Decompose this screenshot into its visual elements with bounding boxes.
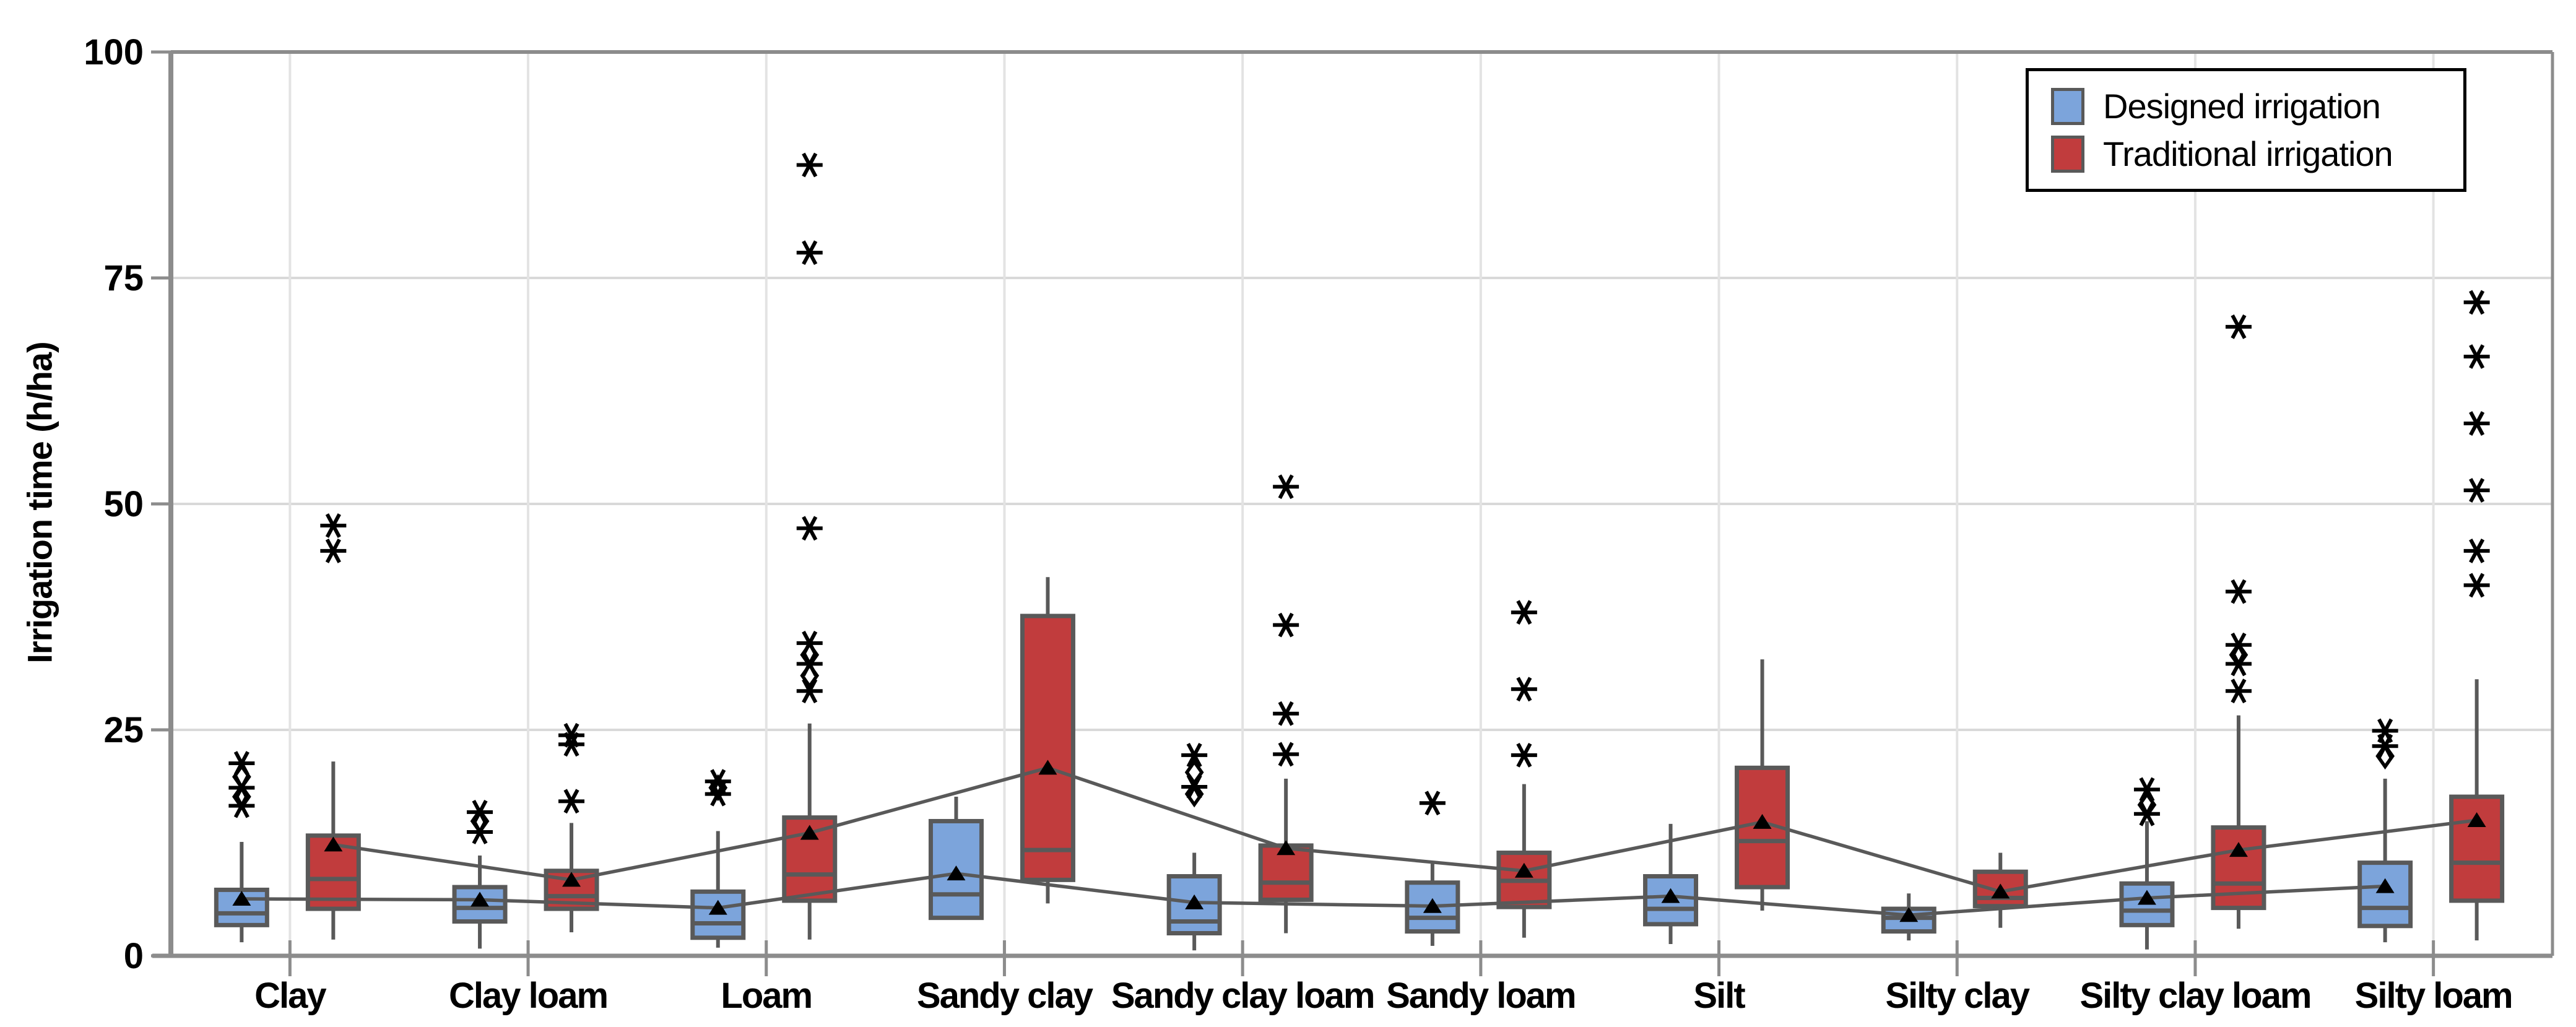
outlier-star-icon: [1511, 742, 1537, 768]
outlier-star-icon: [1273, 701, 1299, 726]
mean-marker-icon: [1277, 840, 1296, 856]
outlier-star-icon: [796, 516, 823, 541]
outlier-star-icon: [2225, 678, 2252, 704]
outlier-diamond-icon: [1184, 758, 1204, 786]
outlier-star-icon: [1511, 677, 1537, 702]
outlier-star-icon: [1273, 612, 1299, 638]
x-tick-label-silty-loam: Silty loam: [2355, 976, 2512, 1016]
y-tick-label-0: 0: [124, 936, 144, 976]
x-tick-label-sandy-clay-loam: Sandy clay loam: [1111, 976, 1374, 1016]
outlier-star-icon: [796, 630, 823, 656]
legend-item-traditional: Traditional irrigation: [2051, 134, 2463, 174]
x-tick-label-clay-loam: Clay loam: [449, 976, 607, 1016]
y-tick-label-50: 50: [103, 484, 144, 524]
outlier-star-icon: [2225, 632, 2252, 657]
x-tick-label-sandy-clay: Sandy clay: [917, 976, 1093, 1016]
mean-marker-icon: [2229, 842, 2248, 857]
outlier-star-icon: [2463, 573, 2490, 598]
outlier-star-icon: [320, 539, 347, 563]
mean-marker-icon: [1661, 888, 1680, 903]
outlier-star-icon: [558, 722, 585, 748]
outlier-star-icon: [2463, 478, 2490, 503]
outlier-star-icon: [2463, 411, 2490, 436]
outlier-star-icon: [2463, 290, 2490, 315]
x-tick-label-clay: Clay: [254, 976, 326, 1016]
outlier-star-icon: [796, 152, 823, 178]
mean-marker-icon: [232, 891, 251, 906]
outlier-star-icon: [1419, 791, 1446, 816]
box-designed-silty-loam: [2357, 860, 2413, 929]
box-traditional-sandy-clay: [1020, 613, 1075, 882]
y-axis-title: Irrigation time (h/ha): [20, 342, 59, 664]
mean-marker-icon: [1899, 907, 1919, 922]
mean-marker-icon: [1514, 862, 1533, 878]
outlier-star-icon: [558, 789, 585, 814]
y-tick-label-25: 25: [103, 710, 144, 750]
outlier-star-icon: [705, 769, 731, 794]
mean-marker-icon: [562, 872, 581, 887]
outlier-star-icon: [2225, 579, 2252, 604]
outlier-diamond-icon: [708, 774, 728, 802]
outlier-star-icon: [2372, 718, 2398, 743]
mean-marker-icon: [1753, 813, 1772, 829]
mean-marker-icon: [947, 865, 966, 881]
y-tick-label-100: 100: [84, 32, 144, 72]
legend-swatch-designed-icon: [2051, 87, 2084, 125]
mean-marker-icon: [2137, 890, 2156, 905]
mean-marker-icon: [2467, 812, 2486, 827]
mean-marker-icon: [800, 825, 819, 840]
outlier-star-icon: [1273, 474, 1299, 500]
legend-label-traditional: Traditional irrigation: [2103, 134, 2393, 173]
mean-marker-icon: [471, 891, 490, 907]
x-tick-label-silt: Silt: [1693, 976, 1745, 1016]
outlier-diamond-icon: [1184, 780, 1204, 808]
mean-line-designed: [241, 872, 2385, 917]
mean-marker-icon: [2375, 878, 2395, 893]
legend-label-designed: Designed irrigation: [2103, 87, 2381, 126]
legend: Designed irrigation Traditional irrigati…: [2026, 68, 2466, 192]
outlier-star-icon: [796, 678, 823, 704]
outlier-star-icon: [1273, 742, 1299, 767]
outlier-star-icon: [320, 513, 347, 538]
mean-marker-icon: [324, 836, 343, 852]
mean-marker-icon: [1038, 760, 1057, 775]
mean-line-traditional: [332, 766, 2477, 894]
mean-marker-icon: [1423, 898, 1442, 913]
x-tick-label-silty-clay-loam: Silty clay loam: [2079, 976, 2310, 1016]
outlier-star-icon: [2225, 314, 2252, 339]
mean-marker-icon: [1185, 894, 1204, 909]
legend-item-designed: Designed irrigation: [2051, 86, 2463, 126]
legend-swatch-traditional-icon: [2051, 135, 2084, 173]
outlier-star-icon: [2133, 777, 2160, 802]
outlier-star-icon: [1511, 600, 1537, 625]
x-tick-label-loam: Loam: [721, 976, 812, 1016]
outlier-star-icon: [2463, 344, 2490, 369]
mean-marker-icon: [708, 899, 727, 915]
outlier-star-icon: [228, 751, 255, 776]
x-tick-label-silty-clay: Silty clay: [1886, 976, 2030, 1016]
x-tick-label-sandy-loam: Sandy loam: [1386, 976, 1576, 1016]
y-tick-label-75: 75: [103, 258, 144, 298]
outlier-star-icon: [2463, 539, 2490, 563]
outlier-star-icon: [1181, 742, 1208, 768]
outlier-star-icon: [796, 240, 823, 266]
outlier-star-icon: [467, 799, 493, 825]
mean-marker-icon: [1991, 883, 2010, 899]
